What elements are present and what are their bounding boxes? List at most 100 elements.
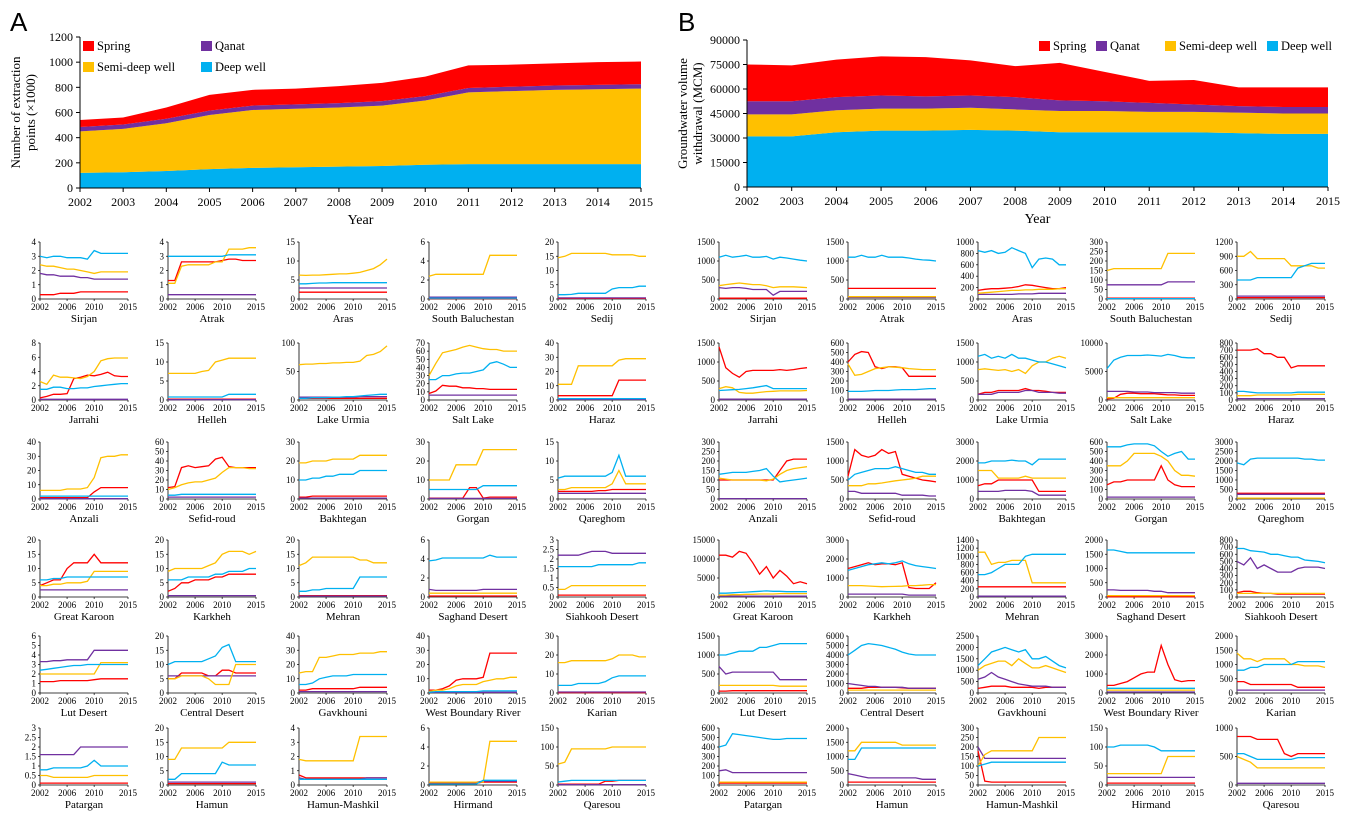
x-tick-label: 2015	[1057, 788, 1076, 798]
x-tick-label: 2010	[764, 302, 783, 312]
y-tick-label: 1	[160, 280, 165, 290]
x-tick-label: 2010	[893, 302, 912, 312]
y-tick-label: 700	[1220, 542, 1234, 552]
x-tick-label: 2002	[420, 696, 438, 706]
x-tick-label: 2006	[996, 696, 1015, 706]
y-tick-label: 0	[160, 780, 165, 790]
x-tick-label: 2006	[866, 403, 885, 413]
x-tick-label: 2002	[969, 788, 987, 798]
y-tick-label: 20	[27, 466, 37, 476]
x-tick-label: 2004	[824, 194, 848, 208]
x-tick-label: 2006	[996, 403, 1015, 413]
line-semi-deep-well	[557, 746, 646, 765]
line-semi-deep-well	[298, 345, 388, 366]
y-tick-label: 10	[27, 480, 37, 490]
y-tick-label: 40	[545, 338, 555, 348]
legend-label: Spring	[97, 39, 131, 53]
x-tick-label: 2002	[549, 403, 567, 413]
y-tick-label: 250	[702, 447, 716, 457]
x-tick-label: 2010	[764, 788, 783, 798]
x-tick-label: 2006	[576, 302, 595, 312]
y-tick-label: 0	[421, 494, 426, 504]
y-tick-label: 10	[416, 475, 426, 485]
y-tick-label: 100	[702, 475, 716, 485]
line-spring	[977, 750, 1066, 783]
y-tick-label: 0	[550, 688, 555, 698]
y-tick-label: 10	[286, 564, 296, 574]
line-deep-well	[1107, 744, 1195, 752]
y-tick-label: 30000	[710, 131, 740, 145]
y-tick-label: 6000	[826, 631, 845, 641]
y-tick-label: 90000	[710, 33, 740, 47]
x-tick-label: 2006	[317, 788, 336, 798]
small-chart-A-Hirmand: 0 2 4 6 2002 2006 2010 2015 Hirmand	[420, 723, 527, 811]
x-tick-label: 2007	[958, 194, 982, 208]
y-tick-label: 150	[1090, 266, 1104, 276]
line-semi-deep-well	[977, 355, 1067, 375]
x-tick-label: 2002	[290, 502, 308, 512]
x-tick-label: 2006	[737, 403, 756, 413]
x-tick-label: 2010	[893, 502, 912, 512]
region-title: Haraz	[589, 414, 615, 426]
y-tick-label: 10	[155, 660, 165, 670]
line-deep-well	[978, 458, 1066, 466]
y-tick-label: 3	[32, 660, 37, 670]
y-tick-label: 6	[32, 631, 37, 641]
region-title: Hamun-Mashkil	[307, 799, 379, 811]
y-tick-label: 150	[541, 723, 555, 733]
line-semi-deep-well	[428, 344, 517, 376]
x-tick-label: 2015	[1316, 788, 1335, 798]
y-tick-label: 500	[1220, 485, 1234, 495]
x-tick-label: 2015	[927, 302, 946, 312]
x-tick-label: 2002	[420, 302, 438, 312]
line-deep-well	[168, 761, 256, 780]
main-chart-A-main: 0 200 400 600 800 1000 1200 2002 2003 2004 2005 200…	[8, 30, 653, 228]
line-semi-deep-well	[978, 469, 1066, 479]
y-tick-label: 400	[961, 576, 975, 586]
y-tick-label: 50	[1094, 761, 1104, 771]
x-tick-label: 2014	[1271, 194, 1295, 208]
line-semi-deep-well	[848, 475, 936, 487]
legend-swatch	[83, 62, 94, 72]
y-tick-label: 0	[711, 494, 716, 504]
line-semi-deep-well	[558, 584, 646, 591]
x-tick-label: 2006	[1255, 403, 1274, 413]
line-semi-deep-well	[977, 736, 1066, 767]
x-tick-label: 2006	[576, 403, 595, 413]
y-tick-label: 50	[545, 761, 555, 771]
small-chart-B-Hirmand: 0 50 100 150 2002 2006 2010 2015 Hirmand	[1090, 723, 1205, 811]
x-tick-label: 2002	[710, 600, 728, 610]
line-deep-well	[1237, 390, 1325, 394]
y-tick-label: 30	[286, 437, 296, 447]
y-tick-label: 1200	[1215, 237, 1234, 247]
x-tick-label: 2002	[549, 600, 567, 610]
y-tick-label: 600	[961, 568, 975, 578]
y-tick-label: 400	[1220, 564, 1234, 574]
x-tick-label: 2006	[58, 696, 77, 706]
y-tick-label: 4	[421, 554, 426, 564]
region-title: Siahkooh Desert	[1244, 611, 1317, 623]
y-tick-label: 2	[550, 554, 555, 564]
x-tick-label: 2010	[213, 302, 232, 312]
y-tick-label: 20	[545, 367, 555, 377]
x-tick-label: 2002	[549, 502, 567, 512]
y-tick-label: 60000	[710, 82, 740, 96]
line-deep-well	[429, 485, 517, 491]
small-chart-A-Karkheh: 0 5 10 15 20 2002 2006 2010 2015 Karkheh	[155, 535, 266, 623]
y-tick-label: 3000	[826, 535, 845, 545]
y-tick-label: 400	[831, 357, 845, 367]
small-chart-A-Atrak: 0 1 2 3 4 2002 2006 2010 2015 Atrak	[159, 237, 266, 325]
x-tick-label: 2015	[1316, 696, 1335, 706]
y-tick-label: 0	[1229, 294, 1234, 304]
x-tick-label: 2002	[31, 788, 49, 798]
y-tick-label: 5000	[697, 573, 716, 583]
x-tick-label: 2010	[603, 403, 622, 413]
y-tick-label: 0	[840, 294, 845, 304]
y-tick-label: 0	[970, 688, 975, 698]
x-tick-label: 2010	[213, 788, 232, 798]
x-tick-label: 2010	[1152, 502, 1171, 512]
